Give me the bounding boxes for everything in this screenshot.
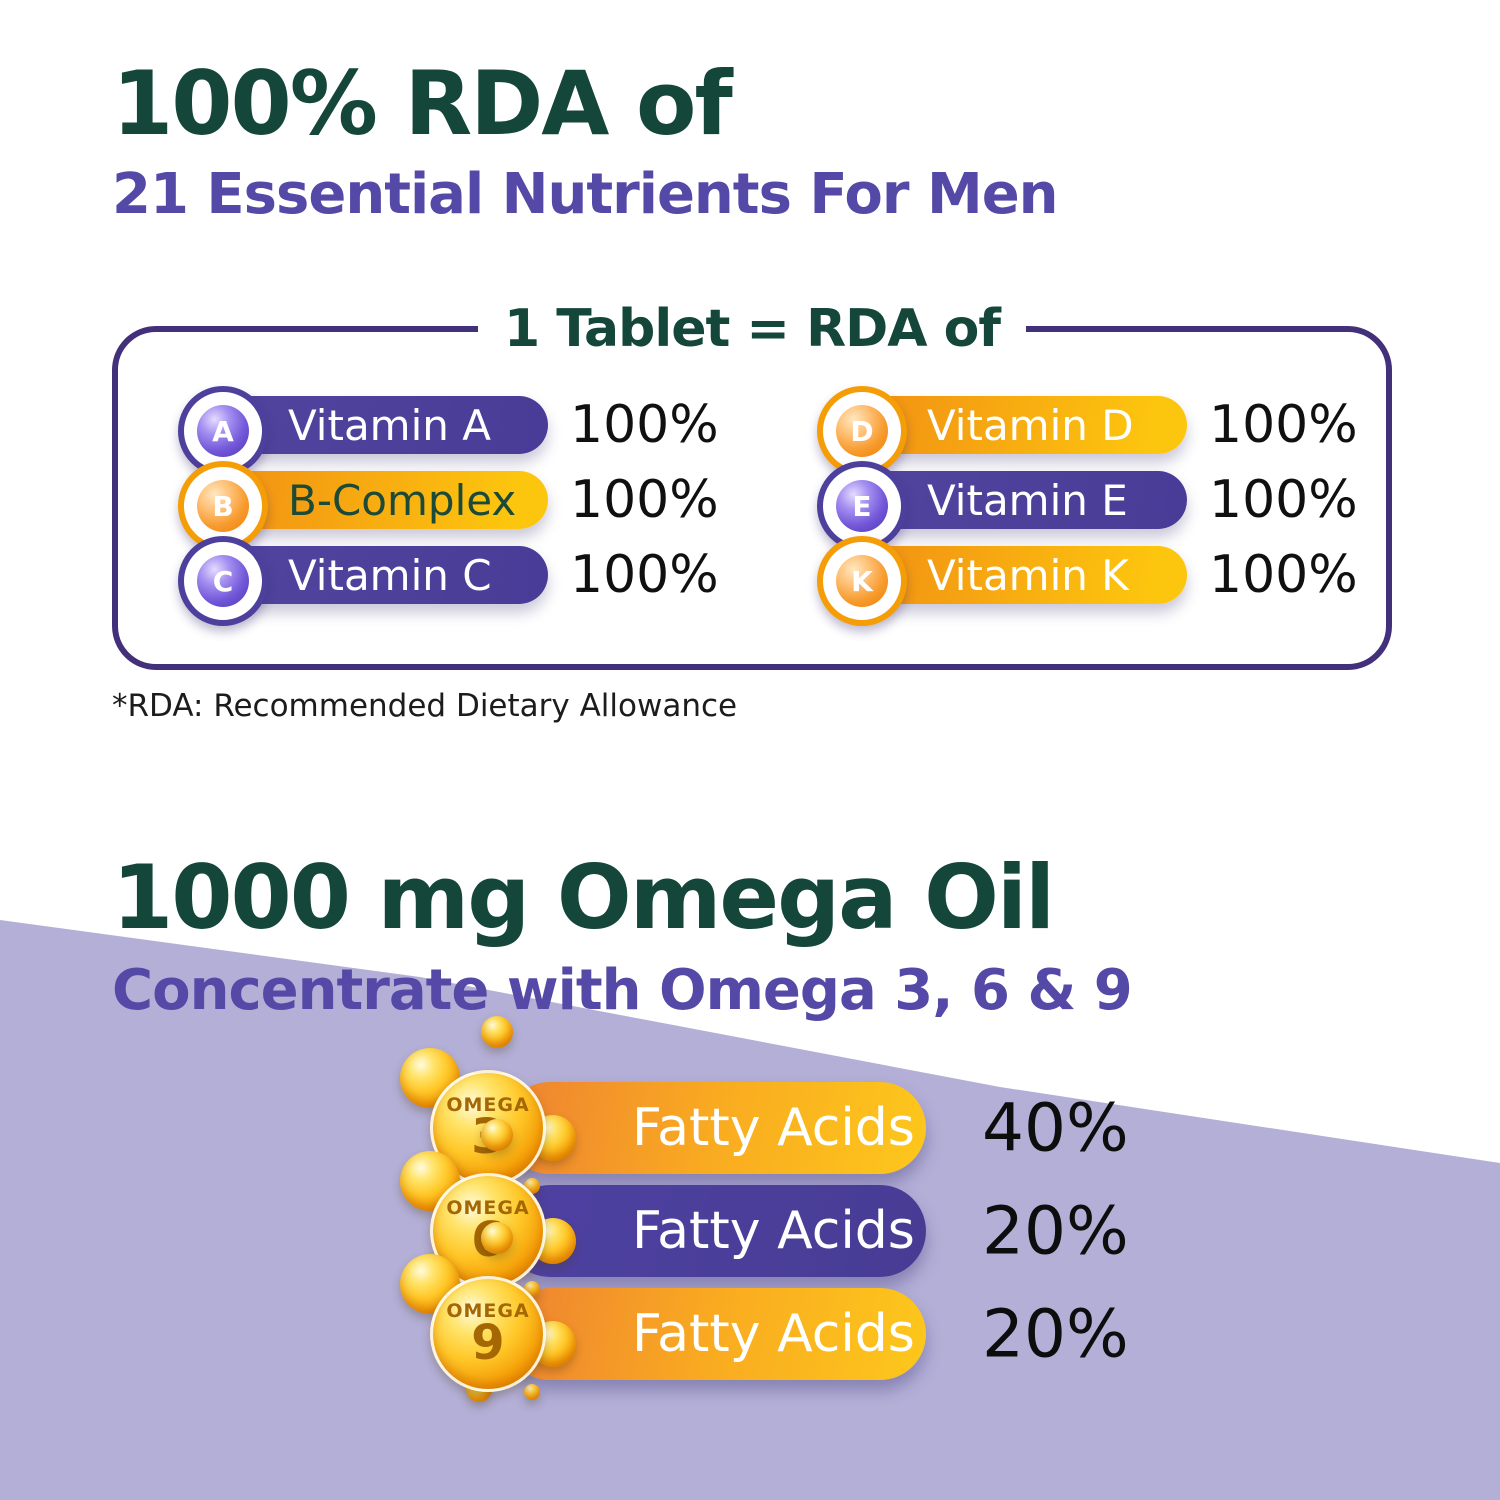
omega-6-bubble-icon: OMEGA 6	[400, 1119, 630, 1299]
omega-3-label: Fatty Acids	[632, 1098, 915, 1158]
omega-9-main-bubble: OMEGA 9	[430, 1276, 546, 1392]
omega-9-percent: 20%	[982, 1295, 1129, 1373]
omega-6-percent: 20%	[982, 1192, 1129, 1270]
vitamin-row-e: Vitamin E E 100%	[817, 461, 1377, 551]
vitamin-a-label: Vitamin A	[288, 400, 491, 450]
omega-9-row: Fatty Acids OMEGA 9 20%	[400, 1222, 1210, 1402]
omega-9-label: Fatty Acids	[632, 1304, 915, 1364]
vitamin-b-percent: 100%	[570, 470, 719, 530]
vitamin-k-badge-icon: K	[817, 536, 907, 626]
omega-list: Fatty Acids OMEGA 3 40% Fatty	[400, 1016, 1210, 1402]
vitamin-k-letter: K	[836, 555, 888, 607]
vitamin-column-left: Vitamin A A 100% B-Complex B 100%	[178, 386, 738, 626]
vitamin-row-d: Vitamin D D 100%	[817, 386, 1377, 476]
vitamin-row-c: Vitamin C C 100%	[178, 536, 738, 626]
omega-3-percent: 40%	[982, 1089, 1129, 1167]
vitamin-c-label: Vitamin C	[288, 550, 492, 600]
vitamin-c-letter: C	[197, 555, 249, 607]
vitamin-a-letter: A	[197, 405, 249, 457]
rda-box: 1 Tablet = RDA of Vitamin A A 100% B-Com…	[112, 295, 1392, 670]
omega-6-label: Fatty Acids	[632, 1201, 915, 1261]
vitamin-k-percent: 100%	[1209, 545, 1358, 605]
omega-6-row: Fatty Acids OMEGA 6 20%	[400, 1119, 1210, 1299]
vitamin-e-letter: E	[836, 480, 888, 532]
omega-3-row: Fatty Acids OMEGA 3 40%	[400, 1016, 1210, 1196]
vitamin-d-label: Vitamin D	[927, 400, 1134, 450]
omega-9-pill: Fatty Acids	[504, 1288, 926, 1380]
top-subtitle: 21 Essential Nutrients For Men	[112, 162, 1059, 227]
vitamin-row-b: B-Complex B 100%	[178, 461, 738, 551]
omega-3-bubble-icon: OMEGA 3	[400, 1016, 630, 1196]
vitamin-a-percent: 100%	[570, 395, 719, 455]
vitamin-row-a: Vitamin A A 100%	[178, 386, 738, 476]
oil-bubble-icon	[481, 1222, 513, 1254]
omega-3-pill: Fatty Acids	[504, 1082, 926, 1174]
vitamin-e-percent: 100%	[1209, 470, 1358, 530]
oil-bubble-icon	[481, 1119, 513, 1151]
top-title: 100% RDA of	[112, 52, 733, 155]
oil-bubble-icon	[481, 1016, 513, 1048]
vitamin-column-right: Vitamin D D 100% Vitamin E E 100%	[817, 386, 1377, 626]
vitamin-d-letter: D	[836, 405, 888, 457]
bottom-subtitle: Concentrate with Omega 3, 6 & 9	[112, 958, 1133, 1023]
bottom-title: 1000 mg Omega Oil	[112, 846, 1055, 949]
omega-6-pill: Fatty Acids	[504, 1185, 926, 1277]
vitamin-row-k: Vitamin K K 100%	[817, 536, 1377, 626]
oil-bubble-icon	[524, 1384, 540, 1400]
vitamin-b-label: B-Complex	[288, 475, 517, 525]
vitamin-c-badge-icon: C	[178, 536, 268, 626]
vitamin-d-percent: 100%	[1209, 395, 1358, 455]
vitamin-e-label: Vitamin E	[927, 475, 1128, 525]
rda-box-title: 1 Tablet = RDA of	[478, 295, 1026, 363]
vitamin-b-letter: B	[197, 480, 249, 532]
rda-footnote: *RDA: Recommended Dietary Allowance	[112, 688, 738, 724]
vitamin-b-badge-icon: B	[178, 461, 268, 551]
vitamin-c-percent: 100%	[570, 545, 719, 605]
omega-9-bubble-icon: OMEGA 9	[400, 1222, 630, 1402]
vitamin-k-label: Vitamin K	[927, 550, 1129, 600]
